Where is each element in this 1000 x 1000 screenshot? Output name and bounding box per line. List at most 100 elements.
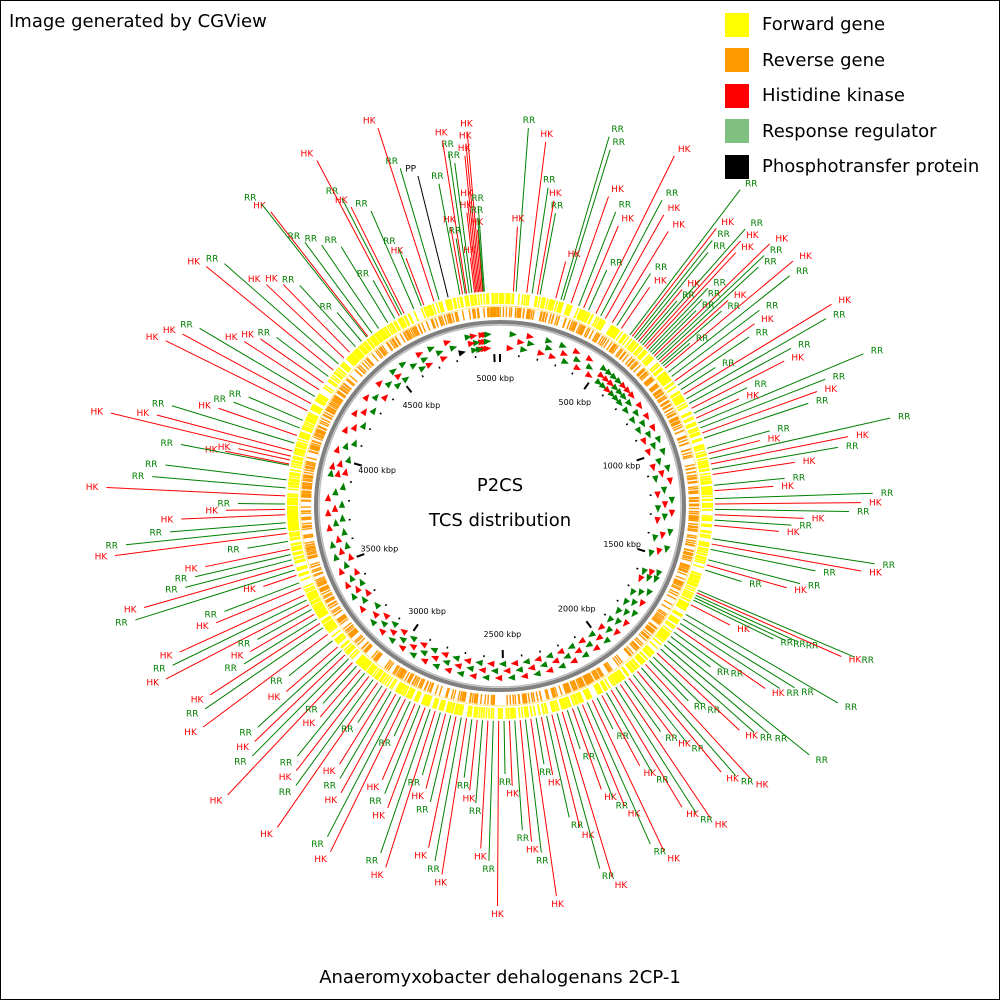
tcs-glyph (607, 389, 615, 398)
forward-gene-mark (424, 306, 430, 318)
forward-gene-mark (290, 465, 302, 469)
forward-gene-mark (595, 318, 602, 329)
tcs-glyph (627, 391, 635, 399)
tcs-glyph (507, 674, 516, 681)
legend-swatch (725, 154, 749, 179)
minor-tick (391, 398, 395, 401)
forward-gene-mark (291, 545, 303, 549)
reverse-gene-mark (337, 390, 347, 398)
feature-callout-line (463, 719, 473, 778)
reverse-gene-mark (653, 390, 663, 398)
forward-gene-mark (295, 444, 307, 450)
reverse-gene-mark (619, 351, 627, 361)
tcs-glyph (598, 381, 607, 390)
tcs-glyph (467, 340, 476, 348)
reverse-gene-mark (317, 581, 328, 588)
reverse-gene-mark (597, 666, 605, 677)
forward-gene-mark (320, 615, 331, 623)
forward-gene-mark (475, 706, 479, 718)
forward-gene-mark (609, 675, 617, 686)
feature-label: HK (218, 443, 232, 453)
feature-callout-line (646, 252, 737, 349)
feature-callout-line (645, 663, 751, 779)
gene-tracks (286, 292, 714, 720)
reverse-gene-mark (399, 669, 407, 679)
tcs-glyph (668, 509, 676, 518)
forward-gene-mark (698, 468, 710, 472)
tick-label: 4500 kbp (402, 401, 440, 410)
reverse-gene-mark (385, 342, 393, 352)
forward-gene-mark (370, 335, 379, 346)
forward-gene-mark (695, 452, 707, 458)
forward-gene-mark (289, 473, 301, 477)
reverse-gene-mark (525, 308, 529, 319)
forward-gene-mark (394, 320, 402, 331)
legend-swatch (725, 83, 749, 108)
feature-callout-line (539, 213, 557, 295)
forward-gene-mark (350, 353, 360, 363)
forward-gene-mark (416, 691, 423, 703)
tcs-glyph (539, 661, 548, 668)
reverse-gene-mark (378, 347, 387, 356)
feature-label: HK (210, 797, 224, 807)
reverse-gene-mark (323, 593, 333, 599)
tcs-glyph (526, 340, 535, 347)
forward-gene-mark (313, 602, 324, 610)
forward-gene-mark (517, 707, 521, 719)
forward-gene-mark (288, 528, 300, 532)
reverse-gene-mark (679, 565, 689, 570)
forward-gene-mark (478, 706, 481, 719)
tcs-glyph (393, 382, 402, 390)
tcs-glyph (509, 331, 518, 338)
forward-gene-mark (287, 522, 299, 526)
reverse-gene-mark (343, 622, 352, 630)
forward-gene-mark (324, 620, 335, 629)
tcs-glyph (469, 673, 477, 680)
forward-gene-mark (349, 648, 359, 658)
reverse-gene-mark (307, 555, 318, 560)
reverse-gene-mark (592, 669, 600, 680)
feature-callout-line (257, 650, 342, 728)
forward-gene-mark (287, 514, 299, 517)
forward-gene-mark (487, 707, 491, 719)
reverse-gene-mark (688, 515, 699, 518)
forward-gene-mark (361, 659, 371, 670)
feature-callout-line (632, 674, 687, 743)
forward-gene-mark (673, 397, 685, 405)
feature-label: RR (713, 242, 726, 252)
feature-callout-line (477, 229, 484, 292)
feature-callout-line (244, 341, 320, 391)
reverse-gene-mark (305, 547, 316, 551)
tcs-glyph (648, 423, 656, 432)
forward-gene-mark (580, 310, 587, 322)
feature-callout-line (713, 477, 785, 486)
feature-callout-line (688, 347, 792, 405)
tcs-glyph (601, 375, 610, 383)
feature-label: HK (160, 651, 174, 661)
reverse-gene-mark (304, 466, 315, 470)
tcs-glyph (341, 426, 348, 435)
forward-gene-mark (315, 399, 326, 406)
reverse-gene-mark (688, 522, 699, 526)
feature-callout-line (596, 697, 614, 730)
feature-label: RR (731, 669, 744, 679)
feature-callout-line (679, 622, 781, 689)
feature-label: RR (536, 856, 549, 866)
feature-callout-line (282, 284, 351, 353)
reverse-gene-mark (389, 339, 396, 350)
reverse-gene-mark (681, 451, 692, 456)
tcs-glyph (339, 567, 346, 576)
tcs-glyph (351, 592, 359, 601)
tcs-glyph (350, 423, 357, 432)
feature-label: RR (325, 236, 338, 246)
forward-gene-mark (295, 443, 307, 449)
reverse-gene-mark (544, 312, 549, 323)
feature-callout-line (657, 266, 759, 361)
reverse-gene-mark (535, 691, 539, 702)
tcs-glyph (469, 333, 478, 340)
reverse-gene-mark (426, 681, 432, 692)
forward-gene-mark (513, 707, 517, 719)
reverse-gene-mark (687, 480, 698, 484)
reverse-gene-mark (387, 661, 395, 672)
feature-label: RR (760, 733, 773, 743)
